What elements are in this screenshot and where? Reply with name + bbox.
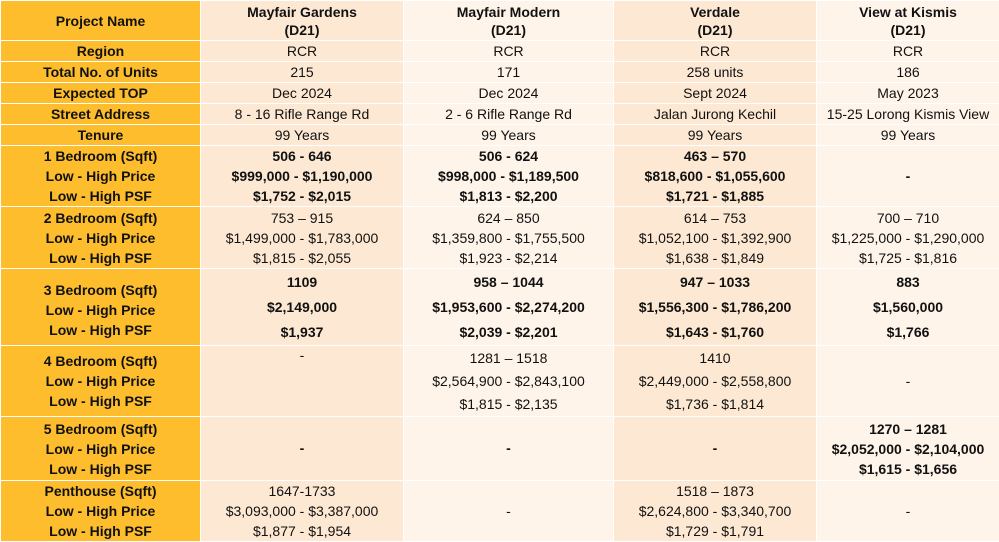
header-row: Project Name Mayfair Gardens(D21) Mayfai… bbox=[1, 1, 999, 41]
group-cell: 1410$2,449,000 - $2,558,800$1,736 - $1,8… bbox=[614, 346, 817, 417]
table-cell: RCR bbox=[201, 41, 404, 62]
group-cell: - bbox=[201, 417, 404, 481]
group-cell: 958 – 1044$1,953,600 - $2,274,200$2,039 … bbox=[404, 269, 614, 346]
group-cell: 506 - 624$998,000 - $1,189,500$1,813 - $… bbox=[404, 146, 614, 207]
group-cell: 614 – 753$1,052,100 - $1,392,900$1,638 -… bbox=[614, 207, 817, 269]
tenure-row: Tenure 99 Years 99 Years 99 Years 99 Yea… bbox=[1, 125, 999, 146]
group-cell: - bbox=[614, 417, 817, 481]
table-cell: 258 units bbox=[614, 62, 817, 83]
table-cell: 8 - 16 Rifle Range Rd bbox=[201, 104, 404, 125]
table-cell: 15-25 Lorong Kismis View bbox=[817, 104, 999, 125]
group-cell: 463 – 570$818,600 - $1,055,600$1,721 - $… bbox=[614, 146, 817, 207]
group-cell: 753 – 915$1,499,000 - $1,783,000$1,815 -… bbox=[201, 207, 404, 269]
group-cell: 1109$2,149,000$1,937 bbox=[201, 269, 404, 346]
group-cell: - bbox=[817, 146, 999, 207]
table-cell: Dec 2024 bbox=[201, 83, 404, 104]
table-cell: 99 Years bbox=[201, 125, 404, 146]
units-row: Total No. of Units 215 171 258 units 186 bbox=[1, 62, 999, 83]
region-row: Region RCR RCR RCR RCR bbox=[1, 41, 999, 62]
table-cell: RCR bbox=[404, 41, 614, 62]
table-cell: 99 Years bbox=[614, 125, 817, 146]
table-cell: 99 Years bbox=[817, 125, 999, 146]
project-header: Verdale(D21) bbox=[614, 1, 817, 41]
top-row: Expected TOP Dec 2024 Dec 2024 Sept 2024… bbox=[1, 83, 999, 104]
table-cell: 2 - 6 Rifle Range Rd bbox=[404, 104, 614, 125]
group-cell: 1518 – 1873$2,624,800 - $3,340,700$1,729… bbox=[614, 481, 817, 542]
table-cell: Sept 2024 bbox=[614, 83, 817, 104]
group-cell: - bbox=[817, 346, 999, 417]
group-cell: 624 – 850$1,359,800 - $1,755,500$1,923 -… bbox=[404, 207, 614, 269]
project-header: Mayfair Gardens(D21) bbox=[201, 1, 404, 41]
table-cell: 171 bbox=[404, 62, 614, 83]
group-cell: - bbox=[201, 346, 404, 417]
row-label: Total No. of Units bbox=[1, 62, 201, 83]
table-cell: 99 Years bbox=[404, 125, 614, 146]
table-cell: RCR bbox=[817, 41, 999, 62]
group-cell: 1270 – 1281$2,052,000 - $2,104,000$1,615… bbox=[817, 417, 999, 481]
address-row: Street Address 8 - 16 Rifle Range Rd 2 -… bbox=[1, 104, 999, 125]
row-label: Street Address bbox=[1, 104, 201, 125]
group-cell: 506 - 646$999,000 - $1,190,000$1,752 - $… bbox=[201, 146, 404, 207]
group-cell: 883$1,560,000$1,766 bbox=[817, 269, 999, 346]
project-header: View at Kismis(D21) bbox=[817, 1, 999, 41]
table-cell: May 2023 bbox=[817, 83, 999, 104]
table-cell: 186 bbox=[817, 62, 999, 83]
project-header: Mayfair Modern(D21) bbox=[404, 1, 614, 41]
table-cell: Jalan Jurong Kechil bbox=[614, 104, 817, 125]
group-cell: 700 – 710$1,225,000 - $1,290,000$1,725 -… bbox=[817, 207, 999, 269]
group-cell: 947 – 1033$1,556,300 - $1,786,200$1,643 … bbox=[614, 269, 817, 346]
group-cell: 1647-1733$3,093,000 - $3,387,000$1,877 -… bbox=[201, 481, 404, 542]
row-label: Region bbox=[1, 41, 201, 62]
row-label: Expected TOP bbox=[1, 83, 201, 104]
table-cell: 215 bbox=[201, 62, 404, 83]
group-cell: 1281 – 1518$2,564,900 - $2,843,100$1,815… bbox=[404, 346, 614, 417]
table-cell: Dec 2024 bbox=[404, 83, 614, 104]
group-cell: - bbox=[817, 481, 999, 542]
group-cell: - bbox=[404, 481, 614, 542]
header-label: Project Name bbox=[1, 1, 201, 41]
row-label: Tenure bbox=[1, 125, 201, 146]
group-cell: - bbox=[404, 417, 614, 481]
table-cell: RCR bbox=[614, 41, 817, 62]
